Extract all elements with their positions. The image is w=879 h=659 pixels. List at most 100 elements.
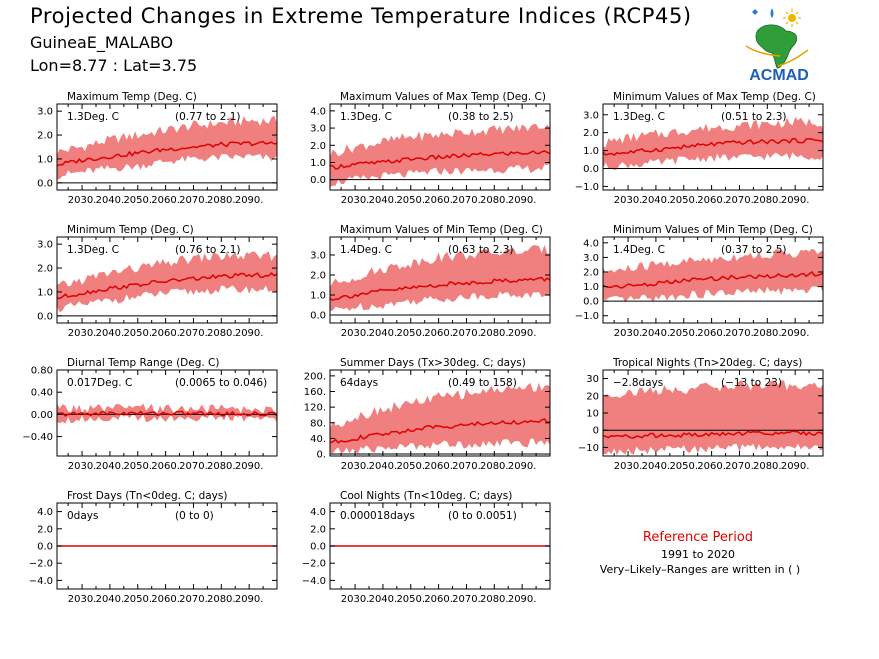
x-tick-label: 2050.: [123, 461, 152, 472]
x-tick-label: 2030.: [614, 328, 643, 339]
y-tick-label: 0.0: [310, 311, 326, 322]
x-tick-label: 2040.: [96, 594, 125, 605]
chart-panel: 2030. 2040. 2050. 2060. 2070. 2080. 2090. −1.0 0…: [575, 224, 824, 339]
very-likely-range-label: (0.37 to 2.5): [721, 244, 787, 256]
x-tick-label: 2060.: [697, 461, 726, 472]
y-tick-label: 3.0: [37, 107, 53, 118]
y-tick-label: 0.0: [37, 542, 53, 553]
y-tick-label: 30: [586, 374, 599, 385]
y-tick-label: −2.0: [29, 559, 53, 570]
mean-change-label: 0days: [67, 510, 98, 522]
chart-panel: 2030. 2040. 2050. 2060. 2070. 2080. 2090.−0.40…: [22, 357, 278, 472]
y-tick-label: 2.0: [310, 524, 326, 535]
very-likely-range-label: (0.51 to 2.3): [721, 111, 787, 123]
y-tick-label: 0.40: [31, 388, 53, 399]
y-axis: −1.0 0.0 1.0 2.0 3.0: [575, 110, 823, 193]
x-tick-label: 2070.: [452, 461, 481, 472]
x-axis: 2030. 2040. 2050. 2060. 2070. 2080. 2090.: [613, 370, 824, 472]
x-tick-label: 2030.: [68, 594, 97, 605]
y-tick-label: 4.0: [583, 238, 599, 249]
y-tick-label: −10: [578, 443, 599, 454]
y-tick-label: 3.0: [583, 253, 599, 264]
y-tick-label: −2.0: [302, 559, 326, 570]
plot-frame: [329, 236, 551, 324]
y-axis: −1.0 0.0 1.0 2.0 3.0 4.0: [575, 238, 823, 322]
plot-frame: [329, 103, 551, 191]
x-tick-label: 2090.: [508, 328, 537, 339]
y-tick-label: 20: [586, 391, 599, 402]
reference-period-title: Reference Period: [642, 530, 754, 545]
mean-change-label: 1.3Deg. C: [67, 244, 119, 256]
very-likely-range-band: [330, 123, 550, 187]
y-tick-label: 4.0: [310, 507, 326, 518]
x-tick-label: 2050.: [396, 328, 425, 339]
y-tick-label: 1.0: [37, 287, 53, 298]
x-tick-label: 2080.: [753, 461, 782, 472]
x-tick-label: 2090.: [781, 195, 810, 206]
chart-panel: 2030. 2040. 2050. 2060. 2070. 2080. 2090. −1.0 0…: [575, 91, 824, 206]
y-tick-label: 2.0: [37, 264, 53, 275]
acmad-logo-text: ACMAD: [749, 67, 809, 84]
y-tick-label: 0.0: [583, 297, 599, 308]
x-tick-label: 2080.: [207, 195, 236, 206]
mean-change-label: 1.3Deg. C: [613, 111, 665, 123]
x-axis: 2030. 2040. 2050. 2060. 2070. 2080. 2090.: [340, 503, 551, 605]
panel-title: Diurnal Temp Range (Deg. C): [67, 357, 219, 369]
very-likely-range-band: [330, 382, 550, 454]
y-tick-label: 0: [593, 426, 599, 437]
y-axis: −10 0 10 20 30: [578, 374, 823, 454]
x-tick-label: 2090.: [781, 461, 810, 472]
x-tick-label: 2080.: [480, 328, 509, 339]
x-tick-label: 2070.: [452, 328, 481, 339]
x-tick-label: 2090.: [508, 594, 537, 605]
x-tick-label: 2060.: [697, 195, 726, 206]
x-tick-label: 2050.: [396, 461, 425, 472]
x-tick-label: 2070.: [452, 594, 481, 605]
y-tick-label: 1.0: [583, 146, 599, 157]
very-likely-range-label: (0 to 0): [175, 510, 214, 522]
x-tick-label: 2080.: [753, 195, 782, 206]
panel-title: Summer Days (Tx>30deg. C; days): [340, 357, 526, 369]
plot-frame: [329, 369, 551, 457]
y-tick-label: 160.: [304, 387, 326, 398]
mean-change-label: 0.017Deg. C: [67, 377, 132, 389]
very-likely-range-note: Very–Likely–Ranges are written in ( ): [599, 563, 801, 576]
mean-change-label: 1.3Deg. C: [67, 111, 119, 123]
x-axis: 2030. 2040. 2050. 2060. 2070. 2080. 2090.: [340, 104, 551, 206]
y-tick-label: 3.0: [310, 251, 326, 262]
x-tick-label: 2080.: [480, 461, 509, 472]
y-tick-label: 0.: [316, 450, 326, 461]
x-tick-label: 2090.: [508, 195, 537, 206]
x-tick-label: 2090.: [235, 594, 264, 605]
mean-change-label: 64days: [340, 377, 378, 389]
y-tick-label: 2.0: [583, 267, 599, 278]
panel-title: Maximum Values of Max Temp (Deg. C): [340, 91, 546, 103]
x-tick-label: 2040.: [642, 461, 671, 472]
y-tick-label: 0.0: [37, 178, 53, 189]
x-tick-label: 2050.: [669, 195, 698, 206]
very-likely-range-label: (−13 to 23): [721, 377, 782, 389]
x-tick-label: 2060.: [151, 594, 180, 605]
very-likely-range-band: [603, 380, 823, 456]
x-tick-label: 2090.: [235, 328, 264, 339]
y-axis: 0.0 1.0 2.0 3.0: [310, 251, 550, 322]
y-tick-label: 120.: [304, 403, 326, 414]
median-change-line: [56, 272, 278, 300]
very-likely-range-band: [603, 248, 823, 303]
y-axis: 0. 40. 80. 120. 160. 200.: [304, 371, 550, 461]
y-tick-label: 1.0: [37, 154, 53, 165]
x-tick-label: 2030.: [68, 195, 97, 206]
africa-map-icon: [745, 8, 809, 69]
x-tick-label: 2080.: [480, 195, 509, 206]
x-tick-label: 2080.: [207, 328, 236, 339]
very-likely-range-label: (0.49 to 158): [448, 377, 517, 389]
x-tick-label: 2030.: [341, 461, 370, 472]
y-tick-label: 2.0: [37, 131, 53, 142]
panel-title: Maximum Values of Min Temp (Deg. C): [340, 224, 543, 236]
y-tick-label: 3.0: [583, 110, 599, 121]
y-axis: −4.0 −2.0 0.0 2.0 4.0: [302, 507, 550, 587]
x-tick-label: 2060.: [424, 195, 453, 206]
panel-title: Frost Days (Tn<0deg. C; days): [67, 490, 227, 502]
chart-panel: 2030. 2040. 2050. 2060. 2070. 2080. 2090. 0.0 1.…: [37, 91, 278, 206]
x-tick-label: 2030.: [341, 195, 370, 206]
